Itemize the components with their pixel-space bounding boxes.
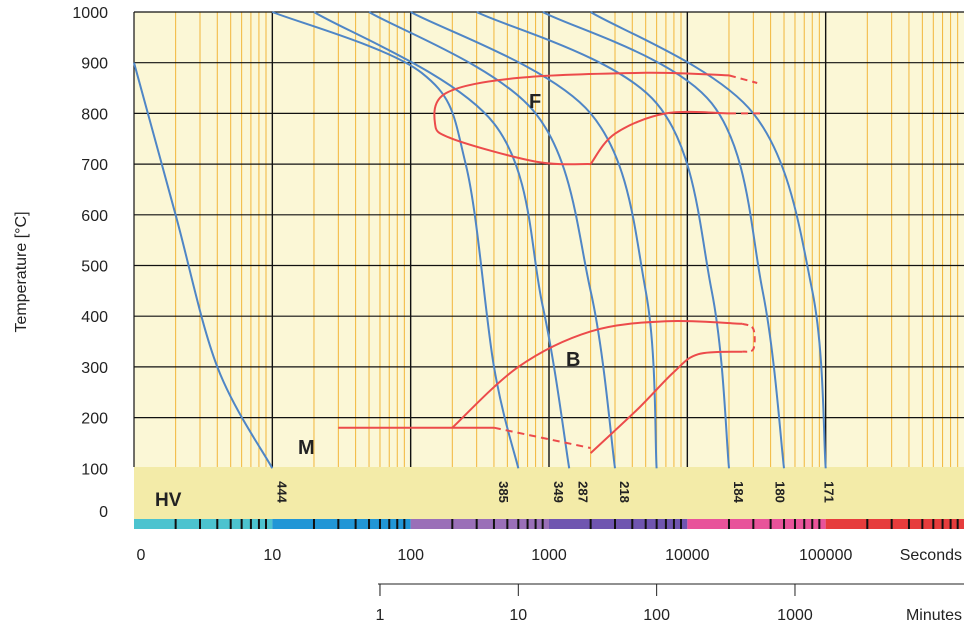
y-axis-title: Temperature [°C]	[13, 211, 30, 332]
x-tick-labels: 0 10 100 1000 10000 100000	[137, 547, 853, 564]
x-tick-label-minutes: 10	[509, 607, 527, 624]
x-tick-label-minutes: 1	[376, 607, 385, 624]
hardness-value: 180	[773, 481, 788, 503]
transformation-curve	[728, 74, 758, 84]
scale-bar-ticks	[134, 519, 964, 529]
hv-band	[134, 467, 964, 519]
cooling-curve	[368, 11, 616, 469]
region-label-martensite: M	[298, 437, 315, 459]
x-tick-label-seconds: 10000	[665, 547, 710, 564]
x-tick-label-seconds: 100000	[799, 547, 852, 564]
cooling-curve	[271, 11, 520, 469]
hardness-value: 349	[551, 481, 566, 503]
x-tick-label-seconds: 100	[397, 547, 424, 564]
scale-bar-segment	[134, 519, 273, 529]
y-tick-label: 900	[81, 56, 108, 73]
x-tick-label-seconds: 1000	[531, 547, 567, 564]
cooling-curve	[542, 11, 785, 469]
transformation-curve	[493, 426, 591, 449]
scale-bar-segment	[687, 519, 826, 529]
major-gridlines	[133, 11, 964, 467]
x-tick-label-seconds: 0	[137, 547, 146, 564]
hardness-value: 385	[496, 481, 511, 503]
cooling-curve	[133, 62, 274, 469]
region-label-ferrite: F	[529, 91, 541, 113]
scale-bar-segment	[825, 519, 964, 529]
y-tick-label: 1000	[72, 5, 108, 22]
scale-bar-segment	[410, 519, 549, 529]
cooling-curve	[590, 11, 827, 469]
transformation-curve	[451, 320, 743, 429]
minutes-unit-label: Minutes	[906, 607, 962, 624]
y-tick-label: 700	[81, 157, 108, 174]
minor-gridlines	[175, 12, 959, 467]
hardness-value: 218	[617, 481, 632, 503]
minute-tick-labels: 1 10 100 1000	[376, 584, 813, 624]
scale-bar-segment	[272, 519, 411, 529]
region-label-bainite: B	[566, 349, 580, 371]
transformation-curve	[589, 110, 730, 165]
y-tick-label: 300	[81, 360, 108, 377]
hv-label: HV	[155, 490, 182, 511]
transformation-curve	[433, 71, 730, 166]
y-tick-label: 100	[81, 461, 108, 478]
hardness-value: 444	[274, 481, 289, 503]
hardness-value: 171	[821, 481, 836, 503]
curves-group	[133, 11, 827, 469]
cooling-curve	[313, 11, 571, 469]
y-tick-label: 200	[81, 411, 108, 428]
cooling-curve	[476, 11, 730, 469]
y-tick-label: 400	[81, 309, 108, 326]
cooling-curve	[410, 11, 658, 469]
y-tick-label: 800	[81, 106, 108, 123]
hardness-values: 444 385 349 287 218 184 180 171	[274, 481, 836, 503]
y-tick-label: 600	[81, 208, 108, 225]
hardness-value: 287	[575, 481, 590, 503]
x-tick-label-minutes: 1000	[777, 607, 813, 624]
x-tick-label-seconds: 10	[263, 547, 281, 564]
hardness-value: 184	[731, 481, 746, 503]
y-tick-labels: 0 100 200 300 400 500 600 700 800 900 1000	[72, 5, 108, 521]
y-tick-label: 500	[81, 259, 108, 276]
scale-bar-segment	[549, 519, 688, 529]
x-tick-label-minutes: 100	[643, 607, 670, 624]
transformation-curve	[589, 350, 743, 454]
seconds-unit-label: Seconds	[900, 547, 962, 564]
y-tick-label: 0	[99, 504, 108, 521]
transformation-curve	[741, 322, 756, 353]
